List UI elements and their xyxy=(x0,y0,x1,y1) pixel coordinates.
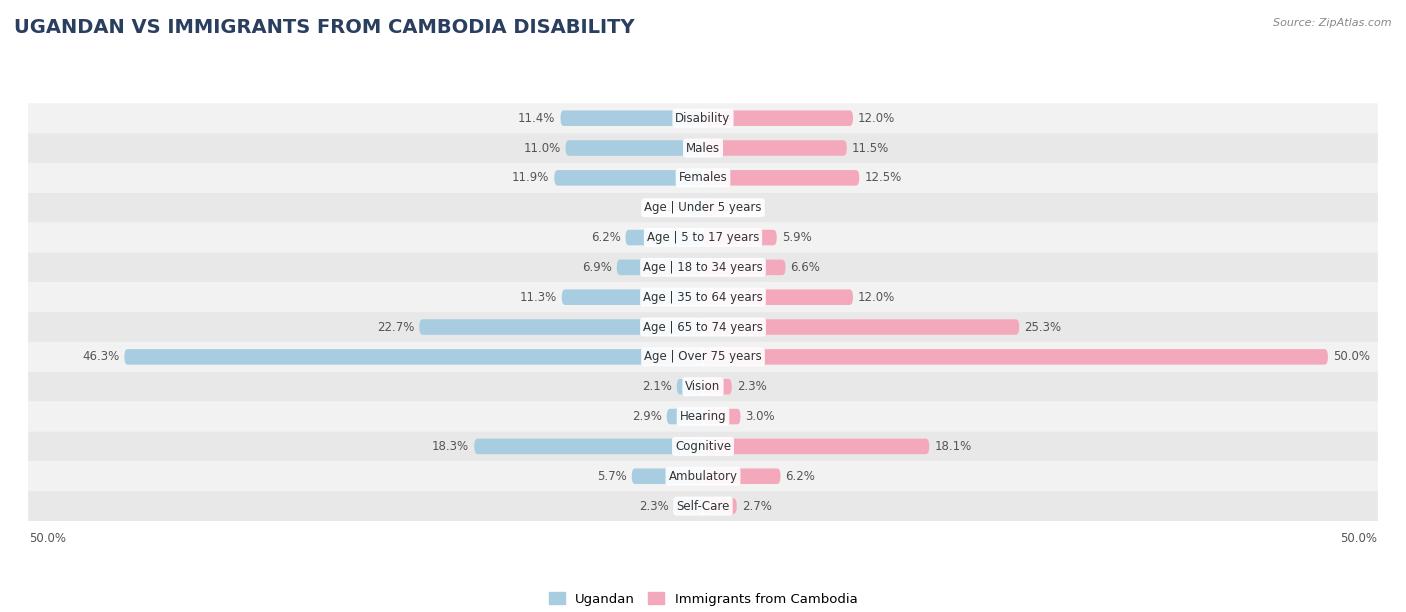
Text: UGANDAN VS IMMIGRANTS FROM CAMBODIA DISABILITY: UGANDAN VS IMMIGRANTS FROM CAMBODIA DISA… xyxy=(14,18,634,37)
Text: Source: ZipAtlas.com: Source: ZipAtlas.com xyxy=(1274,18,1392,28)
FancyBboxPatch shape xyxy=(689,200,703,215)
Text: 11.9%: 11.9% xyxy=(512,171,550,184)
FancyBboxPatch shape xyxy=(703,170,859,185)
FancyBboxPatch shape xyxy=(562,289,703,305)
FancyBboxPatch shape xyxy=(617,259,703,275)
FancyBboxPatch shape xyxy=(626,230,703,245)
FancyBboxPatch shape xyxy=(28,252,1378,282)
FancyBboxPatch shape xyxy=(703,200,718,215)
FancyBboxPatch shape xyxy=(703,140,846,156)
Text: 50.0%: 50.0% xyxy=(30,532,66,545)
Text: 5.7%: 5.7% xyxy=(598,470,627,483)
FancyBboxPatch shape xyxy=(703,289,853,305)
Text: 50.0%: 50.0% xyxy=(1333,351,1369,364)
FancyBboxPatch shape xyxy=(419,319,703,335)
Text: Age | 35 to 64 years: Age | 35 to 64 years xyxy=(643,291,763,304)
Text: Age | 65 to 74 years: Age | 65 to 74 years xyxy=(643,321,763,334)
FancyBboxPatch shape xyxy=(703,110,853,126)
Text: 11.0%: 11.0% xyxy=(523,141,561,154)
Text: 2.3%: 2.3% xyxy=(640,499,669,512)
Text: 6.2%: 6.2% xyxy=(591,231,620,244)
Text: 46.3%: 46.3% xyxy=(82,351,120,364)
Legend: Ugandan, Immigrants from Cambodia: Ugandan, Immigrants from Cambodia xyxy=(544,587,862,611)
FancyBboxPatch shape xyxy=(28,312,1378,342)
Text: Cognitive: Cognitive xyxy=(675,440,731,453)
Text: Age | Over 75 years: Age | Over 75 years xyxy=(644,351,762,364)
FancyBboxPatch shape xyxy=(28,103,1378,133)
FancyBboxPatch shape xyxy=(703,319,1019,335)
FancyBboxPatch shape xyxy=(675,498,703,514)
Text: 5.9%: 5.9% xyxy=(782,231,811,244)
FancyBboxPatch shape xyxy=(703,439,929,454)
FancyBboxPatch shape xyxy=(28,371,1378,401)
Text: 12.0%: 12.0% xyxy=(858,291,896,304)
FancyBboxPatch shape xyxy=(703,349,1327,365)
Text: 22.7%: 22.7% xyxy=(377,321,415,334)
Text: 11.4%: 11.4% xyxy=(519,112,555,125)
FancyBboxPatch shape xyxy=(703,409,741,424)
FancyBboxPatch shape xyxy=(124,349,703,365)
Text: 1.1%: 1.1% xyxy=(654,201,685,214)
FancyBboxPatch shape xyxy=(28,401,1378,431)
Text: 1.2%: 1.2% xyxy=(723,201,752,214)
Text: 50.0%: 50.0% xyxy=(1340,532,1376,545)
FancyBboxPatch shape xyxy=(703,468,780,484)
FancyBboxPatch shape xyxy=(554,170,703,185)
Text: Males: Males xyxy=(686,141,720,154)
Text: Age | 18 to 34 years: Age | 18 to 34 years xyxy=(643,261,763,274)
Text: 18.1%: 18.1% xyxy=(934,440,972,453)
Text: 18.3%: 18.3% xyxy=(432,440,470,453)
Text: 6.2%: 6.2% xyxy=(786,470,815,483)
FancyBboxPatch shape xyxy=(703,230,776,245)
Text: Females: Females xyxy=(679,171,727,184)
Text: 2.9%: 2.9% xyxy=(631,410,662,423)
FancyBboxPatch shape xyxy=(28,282,1378,312)
FancyBboxPatch shape xyxy=(561,110,703,126)
FancyBboxPatch shape xyxy=(703,259,786,275)
Text: 12.0%: 12.0% xyxy=(858,112,896,125)
Text: 3.0%: 3.0% xyxy=(745,410,775,423)
Text: 6.9%: 6.9% xyxy=(582,261,612,274)
FancyBboxPatch shape xyxy=(676,379,703,395)
FancyBboxPatch shape xyxy=(666,409,703,424)
FancyBboxPatch shape xyxy=(28,431,1378,461)
Text: 6.6%: 6.6% xyxy=(790,261,820,274)
Text: 2.7%: 2.7% xyxy=(742,499,772,512)
Text: Hearing: Hearing xyxy=(679,410,727,423)
Text: 12.5%: 12.5% xyxy=(865,171,901,184)
Text: 11.5%: 11.5% xyxy=(852,141,889,154)
FancyBboxPatch shape xyxy=(631,468,703,484)
Text: Ambulatory: Ambulatory xyxy=(668,470,738,483)
FancyBboxPatch shape xyxy=(28,133,1378,163)
Text: 11.3%: 11.3% xyxy=(520,291,557,304)
FancyBboxPatch shape xyxy=(703,379,731,395)
FancyBboxPatch shape xyxy=(28,491,1378,521)
FancyBboxPatch shape xyxy=(565,140,703,156)
FancyBboxPatch shape xyxy=(28,461,1378,491)
Text: Disability: Disability xyxy=(675,112,731,125)
FancyBboxPatch shape xyxy=(703,498,737,514)
Text: 2.1%: 2.1% xyxy=(643,380,672,393)
Text: Age | 5 to 17 years: Age | 5 to 17 years xyxy=(647,231,759,244)
FancyBboxPatch shape xyxy=(28,163,1378,193)
Text: Self-Care: Self-Care xyxy=(676,499,730,512)
FancyBboxPatch shape xyxy=(28,342,1378,371)
FancyBboxPatch shape xyxy=(28,223,1378,252)
FancyBboxPatch shape xyxy=(474,439,703,454)
Text: 2.3%: 2.3% xyxy=(737,380,766,393)
Text: 25.3%: 25.3% xyxy=(1024,321,1062,334)
Text: Age | Under 5 years: Age | Under 5 years xyxy=(644,201,762,214)
Text: Vision: Vision xyxy=(685,380,721,393)
FancyBboxPatch shape xyxy=(28,193,1378,223)
